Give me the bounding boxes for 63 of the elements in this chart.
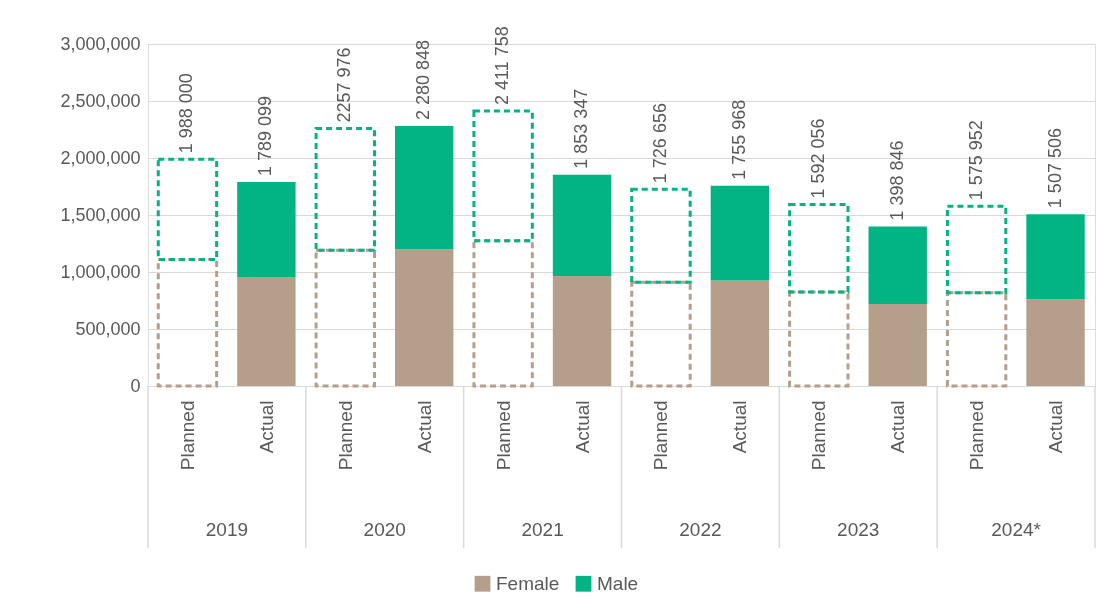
y-tick-label: 1,000,000: [60, 261, 141, 282]
x-tick-label: Planned: [176, 400, 198, 471]
x-tick-label: Actual: [413, 400, 435, 454]
legend-label: Male: [597, 572, 639, 594]
bar: [945, 204, 1008, 295]
x-tick-label: Planned: [966, 400, 988, 471]
total-label: 1 726 656: [649, 103, 670, 184]
bar: [1026, 299, 1085, 386]
bar: [156, 257, 219, 388]
bar: [552, 174, 612, 276]
total-label: 1 575 952: [965, 120, 986, 201]
total-label: 1 398 846: [886, 140, 907, 221]
x-tick-label: Actual: [255, 400, 277, 454]
x-tick-label: Planned: [808, 400, 830, 471]
total-label: 1 592 056: [807, 118, 828, 199]
bar: [395, 125, 454, 250]
total-label: 1 853 347: [571, 88, 592, 169]
bar: [237, 277, 296, 386]
total-label: 1 755 968: [728, 99, 749, 180]
bar: [156, 157, 219, 261]
bar: [868, 226, 927, 304]
text: 2022: [679, 519, 722, 540]
x-tick-label: Actual: [887, 400, 909, 454]
x-tick-label: Planned: [492, 400, 514, 471]
total-label: 1 789 099: [255, 95, 276, 177]
y-tick-label: 2,500,000: [60, 90, 141, 111]
bar: [314, 127, 376, 252]
bar: [945, 291, 1008, 388]
x-tick-label: Actual: [571, 400, 593, 454]
total-label: 1 988 000: [176, 73, 197, 154]
bar: [395, 249, 454, 386]
bar: [788, 203, 850, 294]
bar: [868, 303, 927, 386]
x-tick-label: Planned: [334, 400, 356, 471]
y-tick-label: 1,500,000: [60, 204, 141, 225]
bar: [788, 290, 850, 388]
legend-label: Female: [496, 572, 560, 594]
text: 2020: [363, 519, 406, 540]
text: 2023: [837, 519, 880, 540]
y-tick-label: 500,000: [75, 318, 141, 339]
total-label: 2 411 758: [492, 26, 513, 106]
x-tick-label: Actual: [1045, 400, 1067, 454]
text: 2024*: [991, 519, 1042, 540]
bar: [472, 109, 534, 243]
x-tick-label: Actual: [729, 400, 751, 454]
text: 2019: [205, 519, 249, 540]
y-tick-label: 2,000,000: [60, 147, 141, 168]
total-label: 1 507 506: [1044, 128, 1065, 209]
text: 2021: [521, 519, 564, 540]
bar: [630, 187, 692, 284]
total-label: 2257 976: [334, 47, 355, 123]
bar: [237, 182, 296, 278]
y-tick-label: 3,000,000: [60, 33, 141, 54]
x-tick-label: Planned: [650, 400, 672, 471]
y-tick-label: 0: [130, 375, 141, 396]
bar: [630, 280, 692, 388]
bar: [710, 280, 770, 386]
bar: [1026, 214, 1085, 300]
bar: [552, 275, 612, 386]
bar: [314, 248, 376, 388]
bar: [472, 239, 534, 388]
total-label: 2 280 848: [413, 39, 434, 120]
bar: [710, 185, 770, 281]
